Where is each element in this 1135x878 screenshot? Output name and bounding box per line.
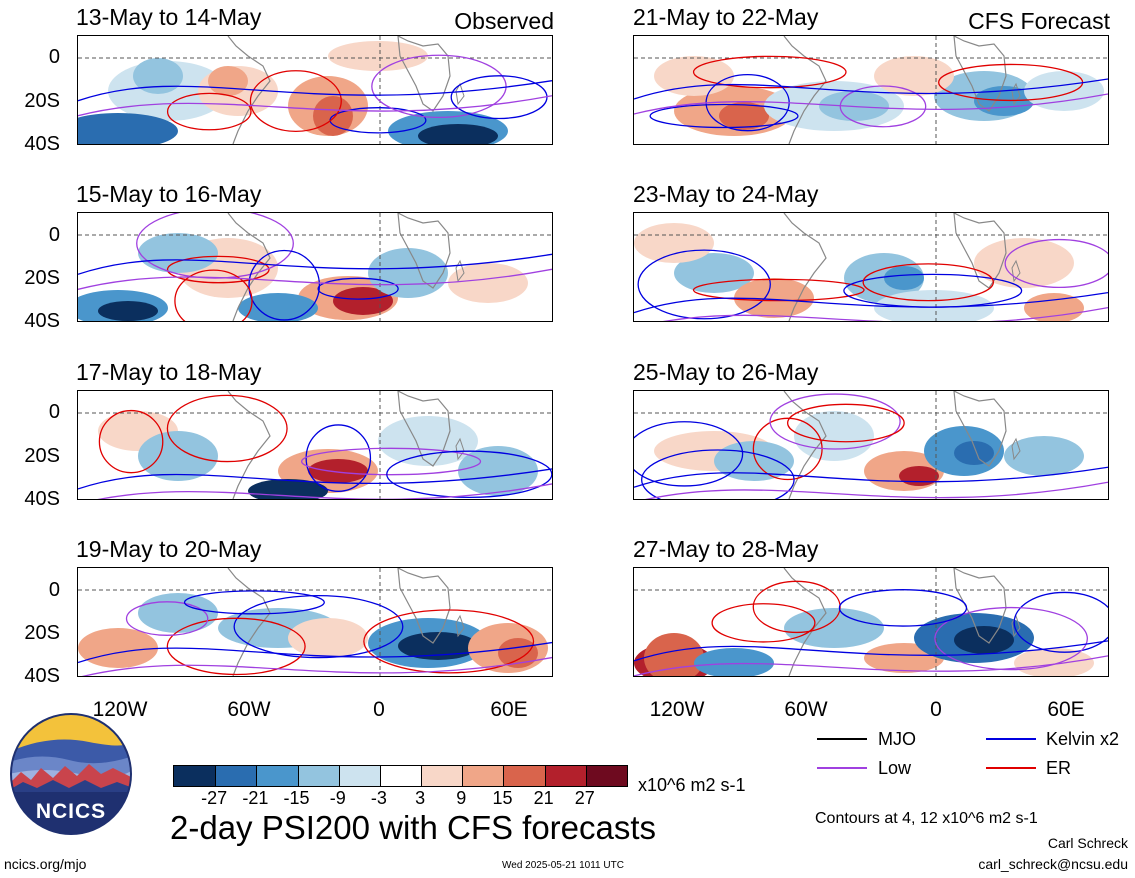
panel-tag-observed: Observed	[454, 8, 554, 34]
lat-label-0: 0	[48, 401, 60, 423]
map-panel-5	[77, 390, 553, 500]
map-plot	[78, 36, 552, 144]
panel-title-4: 23-May to 24-May	[633, 181, 819, 207]
lon-label-60e: 60E	[490, 698, 528, 721]
colorbar-swatch	[544, 766, 586, 786]
lat-label-40s: 40S	[24, 665, 60, 687]
lat-label-40s: 40S	[24, 133, 60, 155]
map-plot	[78, 568, 552, 676]
map-plot	[78, 391, 552, 499]
map-panel-8	[633, 567, 1109, 677]
panel-title-2: 21-May to 22-May	[633, 4, 819, 30]
legend-swatch-low	[817, 767, 867, 769]
timestamp: Wed 2025-05-21 1011 UTC	[502, 860, 624, 871]
panel-tag-forecast: CFS Forecast	[968, 8, 1110, 34]
lat-label-20s: 20S	[24, 622, 60, 644]
colorbar-tick-label: -15	[283, 788, 310, 808]
legend-swatch-kelvin	[986, 738, 1036, 740]
colorbar-swatch	[421, 766, 463, 786]
lat-label-20s: 20S	[24, 445, 60, 467]
colorbar-swatch	[462, 766, 504, 786]
colorbar-swatch	[297, 766, 339, 786]
legend-label-mjo: MJO	[878, 729, 916, 749]
lon-label-60e: 60E	[1047, 698, 1085, 721]
panel-title-5: 17-May to 18-May	[76, 359, 262, 385]
colorbar-swatch	[585, 766, 627, 786]
colorbar-units: x10^6 m2 s-1	[638, 775, 746, 795]
lon-label-0: 0	[373, 698, 385, 721]
lon-label-120w: 120W	[92, 698, 148, 721]
colorbar-tick-label: 3	[415, 788, 426, 808]
lat-label-40s: 40S	[24, 310, 60, 332]
map-panel-4	[633, 212, 1109, 322]
map-panel-3	[77, 212, 553, 322]
map-plot	[634, 36, 1108, 144]
legend-label-er: ER	[1046, 758, 1072, 778]
colorbar-tick-label: -27	[201, 788, 228, 808]
legend-label-kelvin: Kelvin x2	[1046, 729, 1120, 749]
ncics-logo: NCICS	[9, 712, 133, 841]
panel-title-8: 27-May to 28-May	[633, 536, 819, 562]
colorbar-tick-label: -9	[329, 788, 346, 808]
panel-title-3: 15-May to 16-May	[76, 181, 262, 207]
colorbar	[173, 765, 628, 787]
colorbar-swatch	[215, 766, 257, 786]
colorbar-tick-label: 21	[533, 788, 554, 808]
colorbar-tick-label: 9	[456, 788, 467, 808]
site-link[interactable]: ncics.org/mjo	[4, 856, 87, 872]
lon-label-60w: 60W	[227, 698, 271, 721]
map-panel-7	[77, 567, 553, 677]
map-panel-6	[633, 390, 1109, 500]
lon-label-0: 0	[930, 698, 942, 721]
lat-label-20s: 20S	[24, 267, 60, 289]
colorbar-swatch	[503, 766, 545, 786]
lon-label-120w: 120W	[649, 698, 705, 721]
colorbar-swatch	[379, 766, 422, 786]
colorbar-swatch	[256, 766, 298, 786]
colorbar-tick-label: 15	[492, 788, 513, 808]
lat-label-20s: 20S	[24, 90, 60, 112]
lat-label-0: 0	[48, 46, 60, 68]
legend-swatch-er	[986, 767, 1036, 769]
legend-swatch-mjo	[817, 738, 867, 740]
colorbar-swatch	[174, 766, 216, 786]
colorbar-tick-label: 27	[574, 788, 595, 808]
colorbar-tick-label: -3	[370, 788, 387, 808]
author-name: Carl Schreck	[1047, 835, 1128, 851]
lon-label-60w: 60W	[784, 698, 828, 721]
panel-title-1: 13-May to 14-May	[76, 4, 262, 30]
legend-label-low: Low	[878, 758, 912, 778]
colorbar-swatch	[338, 766, 380, 786]
lat-label-0: 0	[48, 224, 60, 246]
map-plot	[78, 213, 552, 321]
author-email: carl_schreck@ncsu.edu	[978, 856, 1128, 872]
contours-note: Contours at 4, 12 x10^6 m2 s-1	[815, 810, 1038, 827]
panel-title-6: 25-May to 26-May	[633, 359, 819, 385]
lat-label-40s: 40S	[24, 488, 60, 510]
lat-label-0: 0	[48, 579, 60, 601]
map-plot	[634, 213, 1108, 321]
map-panel-1	[77, 35, 553, 145]
panel-title-7: 19-May to 20-May	[76, 536, 262, 562]
logo-text: NCICS	[35, 800, 107, 823]
colorbar-tick-label: -21	[242, 788, 269, 808]
map-plot	[634, 391, 1108, 499]
main-title: 2-day PSI200 with CFS forecasts	[170, 809, 657, 846]
map-plot	[634, 568, 1108, 676]
map-panel-2	[633, 35, 1109, 145]
